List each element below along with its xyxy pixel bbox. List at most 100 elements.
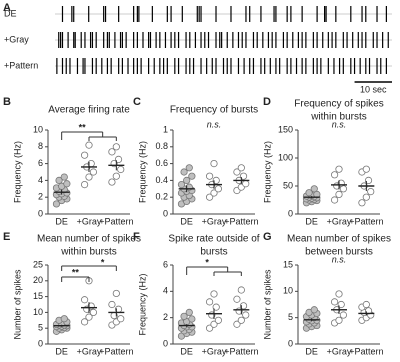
panel-title: Mean number of spikes: [37, 234, 141, 245]
data-point: [60, 315, 68, 323]
data-point: [367, 188, 375, 196]
data-point: [233, 168, 241, 176]
x-tick-label: DE: [305, 216, 318, 226]
panel-title: Average firing rate: [48, 105, 130, 116]
panel-letter: B: [3, 96, 11, 108]
y-tick-label: 0.2: [155, 192, 168, 202]
data-point: [364, 176, 373, 184]
data-point: [242, 311, 250, 319]
x-tick-label: +Pattern: [349, 346, 383, 356]
data-point: [85, 313, 93, 321]
data-point: [237, 164, 245, 172]
data-point: [237, 286, 245, 294]
data-point: [237, 316, 245, 324]
data-point: [112, 289, 120, 298]
scale-bar-label: 10 sec: [360, 84, 387, 94]
data-point: [310, 185, 318, 193]
y-tick-label: 20: [33, 275, 43, 285]
panel-title: Frequency of spikes: [294, 99, 384, 110]
data-point: [63, 180, 71, 188]
annotation: n.s.: [207, 119, 222, 129]
y-tick-label: 8: [38, 141, 43, 151]
annotation: **: [79, 122, 87, 132]
data-point: [183, 176, 191, 184]
x-tick-label: +Gray: [327, 216, 352, 226]
x-tick-label: +Pattern: [99, 346, 133, 356]
panel-title: Mean number of spikes: [287, 234, 391, 245]
y-tick-label: 25: [33, 259, 43, 269]
data-point: [55, 176, 63, 184]
y-tick-label: 4: [163, 286, 168, 296]
x-tick-label: +Gray: [202, 346, 227, 356]
x-tick-label: DE: [305, 346, 318, 356]
y-tick-label: 15: [283, 259, 293, 269]
data-point: [239, 302, 248, 310]
data-point: [60, 173, 68, 181]
data-point: [358, 199, 366, 207]
data-point: [362, 193, 370, 201]
data-point: [242, 180, 250, 188]
data-point: [180, 312, 188, 320]
y-tick-label: 0: [163, 338, 168, 348]
annotation: **: [72, 267, 80, 277]
annotation: n.s.: [332, 119, 347, 129]
row-label: DE: [4, 8, 17, 18]
y-tick-label: 5: [288, 312, 293, 322]
data-point: [210, 189, 218, 197]
data-point: [185, 164, 193, 172]
data-point: [108, 300, 116, 309]
row-label: +Pattern: [4, 60, 38, 70]
y-tick-label: 0.8: [155, 141, 168, 151]
data-point: [210, 320, 218, 328]
y-tick-label: 0.4: [155, 175, 168, 185]
x-tick-label: +Gray: [202, 216, 227, 226]
data-point: [117, 165, 125, 174]
data-point: [81, 296, 89, 304]
x-tick-label: +Pattern: [224, 346, 258, 356]
data-point: [206, 324, 214, 332]
y-tick-label: 0: [288, 338, 293, 348]
panel-letter: A: [3, 2, 11, 14]
data-point: [112, 143, 120, 151]
data-point: [362, 300, 370, 309]
y-tick-label: 0.6: [155, 158, 168, 168]
y-tick-label: 0: [163, 208, 168, 218]
x-tick-label: DE: [55, 346, 68, 356]
x-tick-label: +Gray: [327, 346, 352, 356]
data-point: [335, 316, 343, 324]
data-point: [210, 160, 218, 168]
panel-title: within bursts: [60, 247, 117, 258]
y-tick-label: 10: [33, 124, 43, 134]
data-point: [180, 168, 188, 176]
data-point: [212, 176, 220, 184]
y-tick-label: 0: [288, 208, 293, 218]
data-point: [305, 189, 313, 197]
panel-letter: G: [263, 231, 272, 243]
panel-letter: C: [133, 96, 141, 108]
y-axis-label: Frequency (Hz): [137, 273, 147, 335]
y-tick-label: 2: [163, 312, 168, 322]
y-axis-label: Frequency (Hz): [12, 141, 22, 203]
data-point: [85, 173, 93, 181]
y-tick-label: 6: [163, 259, 168, 269]
data-point: [310, 306, 318, 314]
x-tick-label: DE: [55, 216, 68, 226]
x-tick-label: +Gray: [77, 346, 102, 356]
data-point: [214, 316, 222, 324]
data-point: [89, 308, 98, 316]
data-point: [206, 193, 214, 201]
y-axis-label: Frequency (Hz): [137, 141, 147, 203]
x-tick-label: DE: [180, 216, 193, 226]
y-tick-label: 5: [38, 323, 43, 333]
y-axis-label: Number of spikes: [12, 269, 22, 340]
data-point: [81, 181, 89, 189]
x-tick-label: +Gray: [77, 216, 102, 226]
data-point: [89, 168, 98, 176]
data-point: [188, 315, 196, 323]
data-point: [233, 295, 241, 303]
y-tick-label: 150: [278, 124, 293, 134]
data-point: [81, 318, 89, 326]
data-point: [188, 172, 196, 180]
y-tick-label: 50: [283, 180, 293, 190]
